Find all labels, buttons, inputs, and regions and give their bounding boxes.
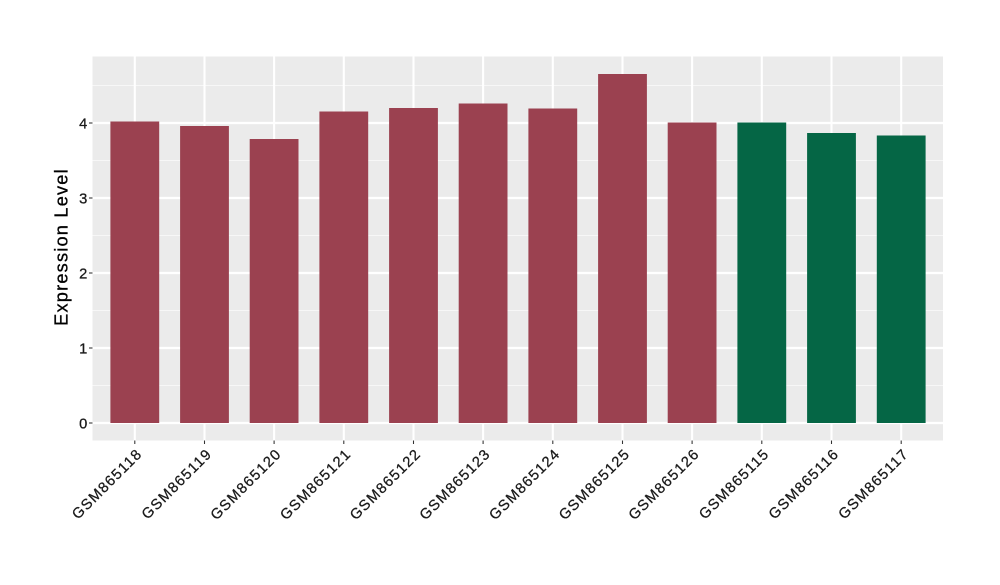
svg-text:0: 0 (79, 416, 87, 432)
svg-text:Expression Level: Expression Level (52, 168, 72, 326)
svg-text:1: 1 (79, 341, 87, 357)
svg-text:2: 2 (79, 266, 87, 282)
svg-text:4: 4 (79, 116, 87, 132)
svg-text:3: 3 (79, 191, 87, 207)
